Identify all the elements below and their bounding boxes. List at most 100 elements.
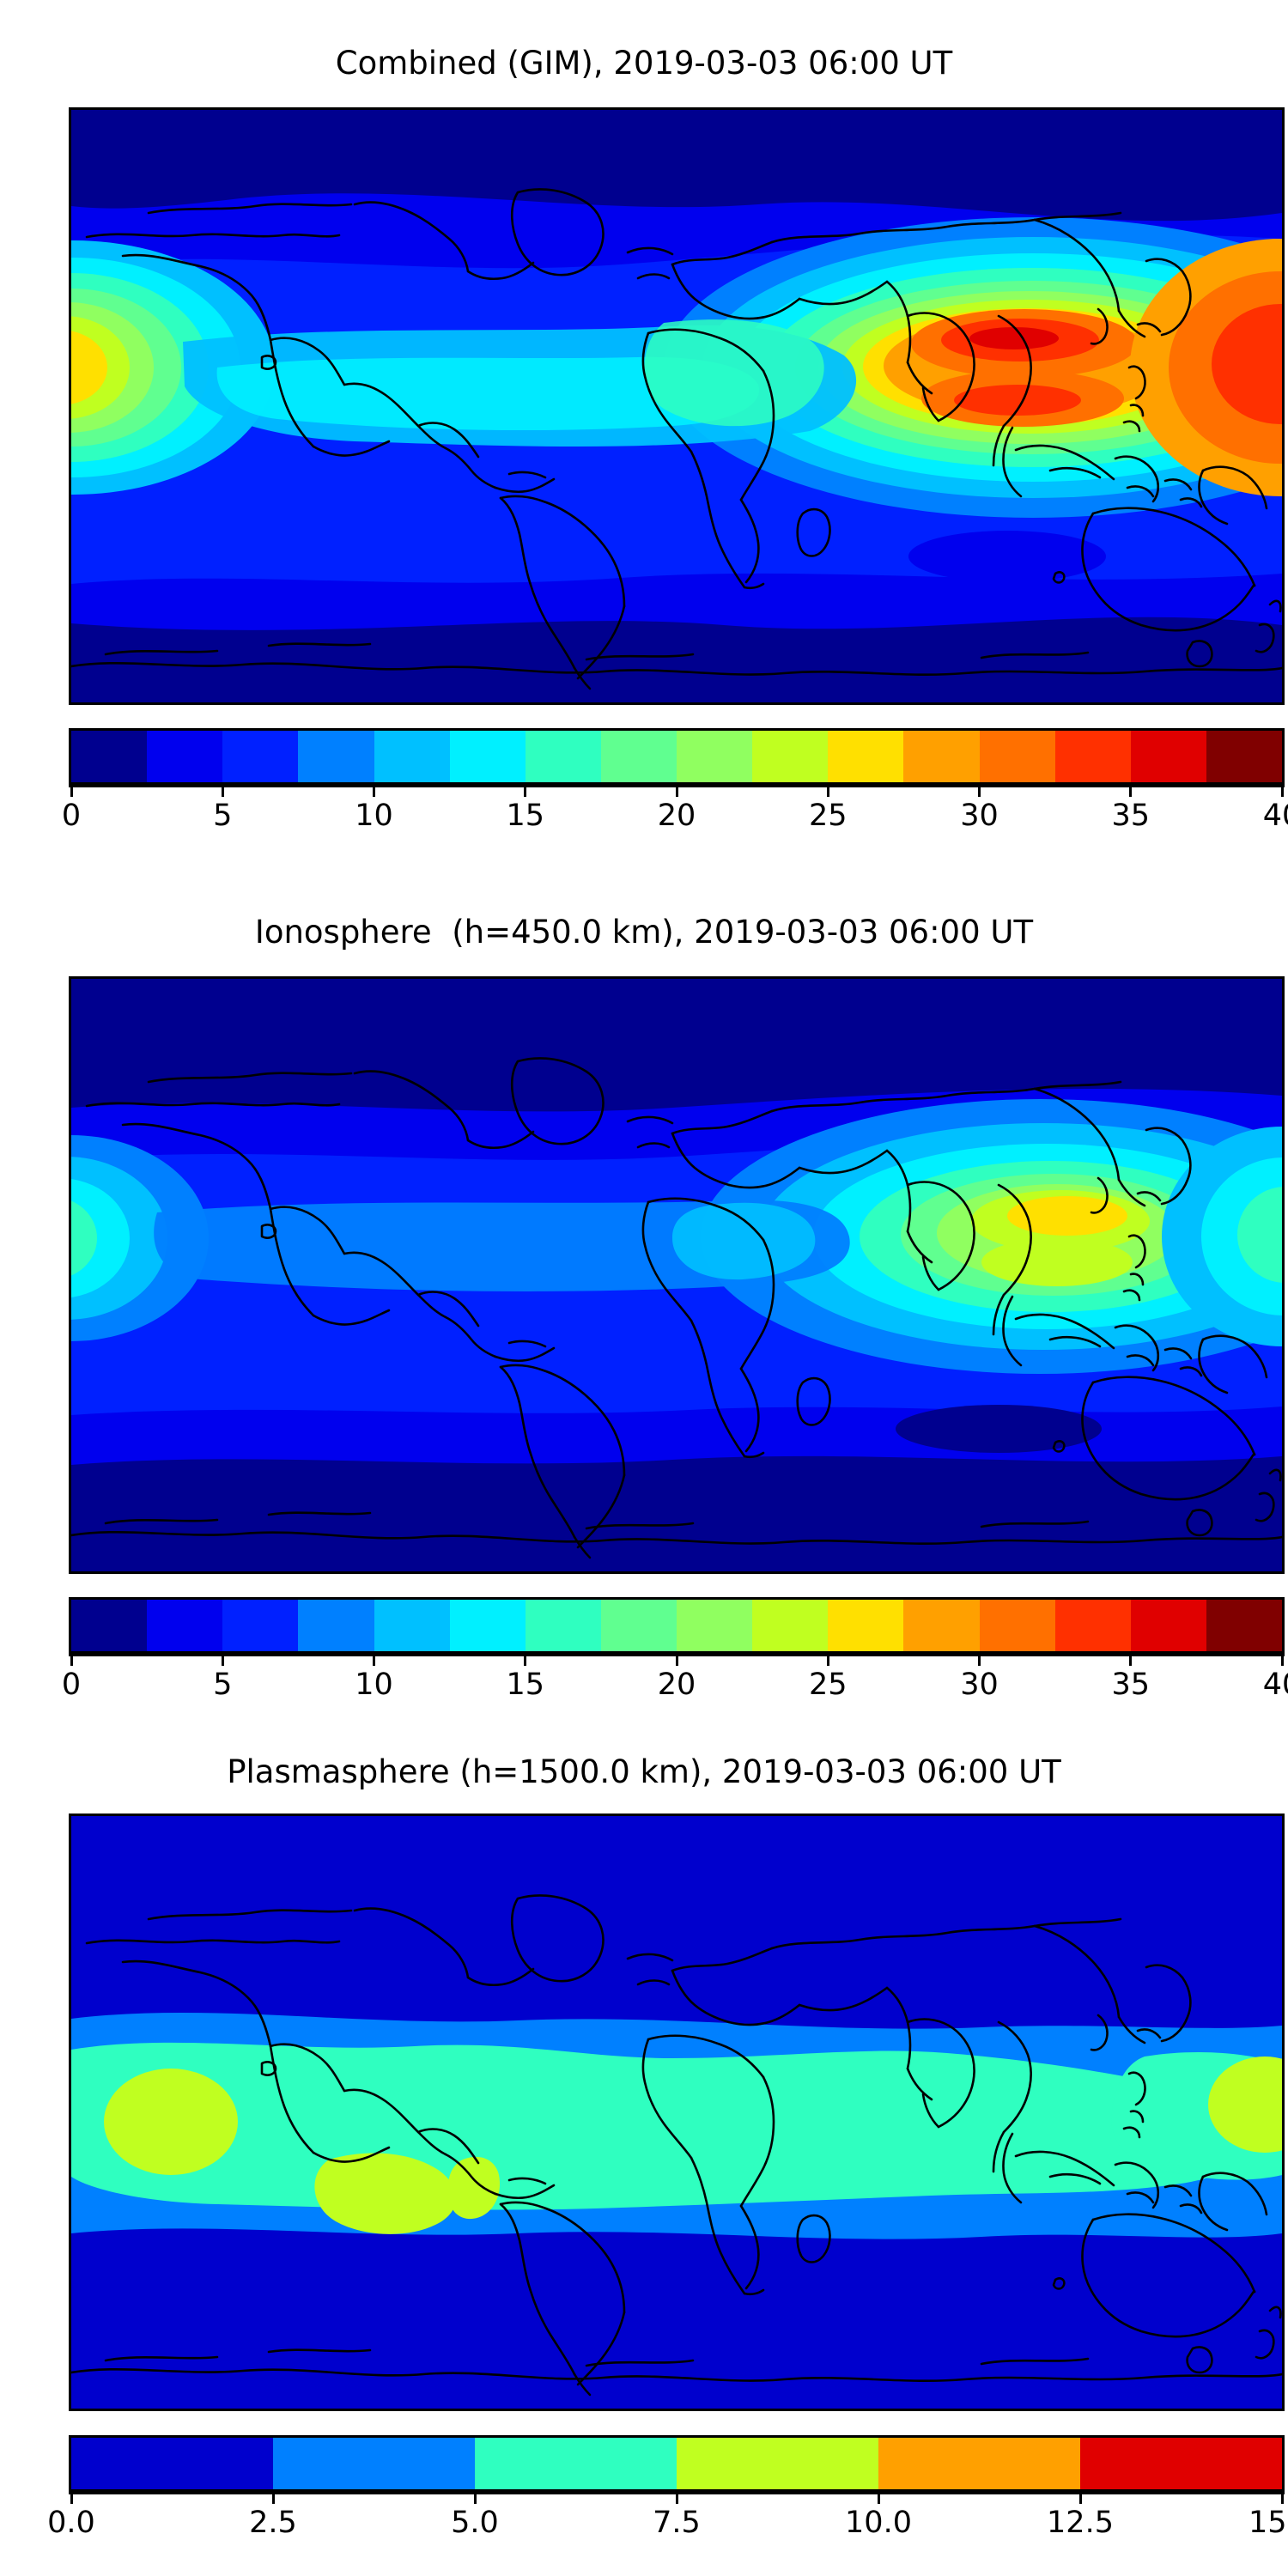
colorbar-segment	[298, 1600, 374, 1651]
colorbar-segment	[374, 1600, 450, 1651]
colorbar-tick	[1280, 785, 1284, 797]
colorbar-tick	[70, 2492, 73, 2504]
colorbar-tick-label: 10.0	[845, 2506, 912, 2540]
colorbar-segment	[71, 731, 148, 782]
colorbar-strip-ionosphere[interactable]	[69, 1597, 1285, 1654]
colorbar-tick	[978, 1654, 981, 1666]
colorbar-segment	[677, 1600, 753, 1651]
colorbar-segment	[1206, 731, 1282, 782]
colorbar-strip-plasmasphere[interactable]	[69, 2435, 1285, 2492]
panel-title-ionosphere: Ionosphere (h=450.0 km), 2019-03-03 06:0…	[254, 914, 1034, 951]
colorbar-segment	[1130, 731, 1206, 782]
map-plasmasphere[interactable]	[69, 1814, 1285, 2411]
colorbar-segment	[752, 1600, 829, 1651]
colorbar-tick-label: 30	[960, 1668, 999, 1702]
colorbar-tick-label: 30	[960, 799, 999, 833]
colorbar-tick	[373, 785, 375, 797]
panel-plasmasphere: Plasmasphere (h=1500.0 km), 2019-03-03 0…	[0, 1738, 1288, 2576]
colorbar-segment	[71, 2438, 273, 2489]
colorbar-segment	[273, 2438, 475, 2489]
colorbar-segment	[475, 2438, 677, 2489]
colorbar-tick	[675, 785, 678, 797]
colorbar-segment	[1206, 1600, 1282, 1651]
colorbar-segment	[600, 1600, 677, 1651]
colorbar-segment	[903, 1600, 980, 1651]
contour-map-ionosphere	[71, 979, 1282, 1571]
colorbar-segment	[374, 731, 450, 782]
colorbar-tick-label: 40	[1262, 1668, 1288, 1702]
colorbar-segment	[449, 731, 526, 782]
colorbar-tick	[1078, 2492, 1082, 2504]
colorbar-tick-label: 25	[808, 799, 848, 833]
colorbar-tick	[826, 1654, 829, 1666]
colorbar-segment	[449, 1600, 526, 1651]
colorbar-plasmasphere: 0.0 2.5 5.0 7.5 10.0 12.5 15.0	[47, 2435, 1288, 2540]
panel-title-combined: Combined (GIM), 2019-03-03 06:00 UT	[335, 45, 953, 82]
colorbar-tick-label: 0	[61, 1668, 82, 1702]
colorbar-tick	[221, 1654, 224, 1666]
map-ionosphere[interactable]	[69, 976, 1285, 1574]
map-combined-gim[interactable]	[69, 107, 1285, 705]
colorbar-tick	[271, 2492, 275, 2504]
max-asia-east	[1208, 2057, 1282, 2153]
colorbar-segment	[1130, 1600, 1206, 1651]
colorbar-tick	[1280, 1654, 1284, 1666]
colorbar-segment	[1054, 731, 1131, 782]
colorbar-tick-label: 0	[61, 799, 82, 833]
colorbar-tick-label: 35	[1111, 799, 1151, 833]
colorbar-ionosphere: 0 5 10 15 20 25 30 35 40	[62, 1597, 1288, 1702]
colorbar-segment	[677, 731, 753, 782]
colorbar-segment	[525, 1600, 601, 1651]
colorbar-tick-label: 2.5	[249, 2506, 297, 2540]
colorbar-tick	[978, 785, 981, 797]
colorbar-tick-label: 25	[808, 1668, 848, 1702]
coastlines	[71, 1057, 1282, 1559]
contour-map-plasmasphere	[71, 1816, 1282, 2409]
colorbar-tick	[70, 1654, 73, 1666]
colorbar-tick	[1129, 785, 1133, 797]
colorbar-segment	[525, 731, 601, 782]
colorbar-tick	[1129, 1654, 1133, 1666]
colorbar-segment	[752, 731, 829, 782]
coastlines	[71, 1894, 1282, 2397]
colorbar-segment	[71, 1600, 148, 1651]
colorbar-tick	[877, 2492, 880, 2504]
max-pacific-east	[104, 2069, 238, 2175]
colorbar-segment	[903, 731, 980, 782]
colorbar-tick	[524, 785, 527, 797]
panel-combined-gim: Combined (GIM), 2019-03-03 06:00 UT	[0, 0, 1288, 859]
colorbar-segment	[828, 1600, 904, 1651]
colorbar-tick-label: 15	[506, 799, 545, 833]
colorbar-tick-label: 20	[657, 1668, 696, 1702]
colorbar-segment	[222, 1600, 299, 1651]
colorbar-tick	[221, 785, 224, 797]
colorbar-tick-label: 5.0	[451, 2506, 499, 2540]
colorbar-segment	[147, 1600, 223, 1651]
colorbar-segment	[828, 731, 904, 782]
colorbar-tick-label: 40	[1262, 799, 1288, 833]
colorbar-segment	[600, 731, 677, 782]
colorbar-combined: 0 5 10 15 20 25 30 35 40	[62, 728, 1288, 833]
colorbar-tick-label: 10	[355, 799, 393, 833]
colorbar-tick-label: 15.0	[1249, 2506, 1288, 2540]
colorbar-axis-line	[69, 2492, 1285, 2494]
colorbar-tick	[524, 1654, 527, 1666]
colorbar-segment	[1080, 2438, 1282, 2489]
colorbar-tick-label: 15	[506, 1668, 545, 1702]
colorbar-axis-line	[69, 785, 1285, 787]
colorbar-tick	[473, 2492, 477, 2504]
colorbar-axis-line	[69, 1654, 1285, 1656]
colorbar-segment	[878, 2438, 1080, 2489]
colorbar-segment	[1054, 1600, 1131, 1651]
colorbar-tick	[70, 785, 73, 797]
panel-title-plasmasphere: Plasmasphere (h=1500.0 km), 2019-03-03 0…	[227, 1753, 1061, 1790]
colorbar-segment	[979, 1600, 1055, 1651]
panel-ionosphere: Ionosphere (h=450.0 km), 2019-03-03 06:0…	[0, 869, 1288, 1728]
colorbar-tick	[675, 1654, 678, 1666]
colorbar-tick-label: 5	[213, 799, 233, 833]
colorbar-strip-combined[interactable]	[69, 728, 1285, 785]
coastlines	[71, 188, 1282, 690]
colorbar-tick-label: 35	[1111, 1668, 1151, 1702]
contour-map-combined	[71, 110, 1282, 702]
